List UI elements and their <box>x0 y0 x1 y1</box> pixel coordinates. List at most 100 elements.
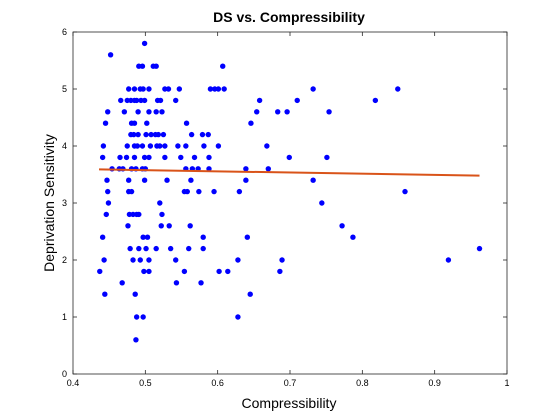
data-point <box>215 143 222 149</box>
data-point <box>175 143 181 149</box>
y-tick-label: 5 <box>62 84 67 94</box>
data-point <box>173 97 179 104</box>
data-point <box>254 109 260 115</box>
data-point <box>131 120 138 126</box>
x-axis: 0.4 0.5 0.6 0.7 0.8 0.9 1 <box>67 32 510 388</box>
data-point <box>133 314 140 320</box>
data-point <box>164 177 170 183</box>
data-point <box>130 257 136 263</box>
data-point <box>146 109 152 115</box>
data-point <box>158 223 164 229</box>
data-point <box>144 120 150 126</box>
data-point <box>105 109 111 115</box>
data-point <box>216 268 222 275</box>
trend-line <box>99 168 480 177</box>
data-point <box>235 257 241 263</box>
data-point <box>173 280 180 286</box>
data-point <box>123 154 130 161</box>
data-point <box>125 86 132 92</box>
data-point <box>211 188 217 195</box>
data-point <box>117 154 123 161</box>
data-point <box>104 177 110 183</box>
data-point <box>264 143 270 149</box>
data-point <box>157 143 163 149</box>
data-point <box>131 154 138 161</box>
data-point <box>131 131 137 138</box>
data-point <box>143 245 149 252</box>
data-point <box>476 245 483 252</box>
data-point <box>137 257 143 263</box>
data-point <box>102 291 108 297</box>
data-point <box>146 86 152 92</box>
data-point <box>215 86 222 92</box>
plot-area <box>72 31 508 375</box>
data-point <box>199 131 206 138</box>
data-point <box>128 188 135 195</box>
data-point <box>140 86 146 92</box>
data-point <box>188 177 194 183</box>
data-point <box>146 257 152 263</box>
data-point <box>244 234 251 240</box>
data-point <box>265 166 271 172</box>
data-point <box>141 154 148 161</box>
data-point <box>207 86 214 92</box>
data-point <box>160 131 167 138</box>
data-point <box>127 245 133 252</box>
data-point <box>141 40 148 47</box>
data-point <box>372 97 379 104</box>
data-point <box>118 97 124 104</box>
data-point <box>395 86 401 92</box>
data-point <box>220 63 226 69</box>
data-point <box>188 131 195 138</box>
data-point <box>181 268 188 275</box>
data-point <box>183 143 189 149</box>
data-point <box>143 131 149 138</box>
y-tick-label: 0 <box>62 369 67 379</box>
data-point <box>153 109 159 115</box>
data-point <box>206 166 212 172</box>
data-point <box>100 143 107 149</box>
data-point <box>148 131 154 138</box>
data-point <box>136 245 142 252</box>
x-tick-label: 1 <box>504 378 509 388</box>
y-tick-label: 1 <box>62 312 67 322</box>
data-point <box>184 188 190 195</box>
data-point <box>277 268 283 275</box>
data-point <box>275 109 281 115</box>
data-point <box>284 109 290 115</box>
data-point <box>131 86 138 92</box>
data-point <box>326 109 332 115</box>
data-point <box>256 97 263 104</box>
data-point <box>140 314 146 320</box>
data-point <box>196 188 202 195</box>
x-tick-label: 0.5 <box>139 378 152 388</box>
data-point <box>102 120 109 126</box>
data-point <box>133 337 139 343</box>
data-point <box>153 63 159 69</box>
data-point <box>165 86 172 92</box>
data-point <box>140 234 146 240</box>
data-point <box>445 257 452 263</box>
data-point <box>101 257 107 263</box>
data-point <box>103 211 109 218</box>
data-point <box>187 223 193 229</box>
data-point <box>125 177 132 183</box>
chart-title: DS vs. Compressibility <box>213 9 365 25</box>
data-point <box>339 223 345 229</box>
y-tick-label: 3 <box>62 198 67 208</box>
data-point <box>119 280 125 286</box>
data-point <box>279 257 285 263</box>
data-point <box>121 109 128 115</box>
x-axis-label: Compressibility <box>242 395 337 411</box>
data-point <box>141 268 147 275</box>
data-point <box>243 166 249 172</box>
data-point <box>186 245 192 252</box>
data-point <box>248 120 254 126</box>
data-point <box>206 154 212 161</box>
data-point <box>243 177 249 183</box>
x-tick-label: 0.9 <box>428 378 441 388</box>
data-point <box>162 143 168 149</box>
y-axis: 0 1 2 3 4 5 6 <box>62 27 507 379</box>
data-point <box>97 268 103 275</box>
